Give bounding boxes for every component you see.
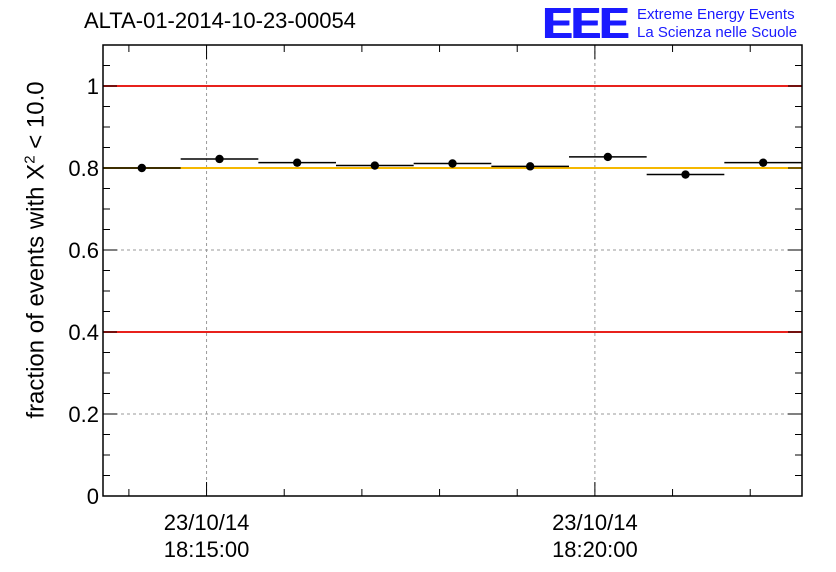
x-tick-time-label: 18:15:00 [164,537,250,562]
x-tick-time-label: 18:20:00 [552,537,638,562]
y-axis-label-main: fraction of events with X [22,163,50,419]
y-tick-label: 0.8 [68,156,99,181]
data-point [137,163,147,173]
data-point [603,152,613,162]
data-point [525,162,535,171]
logo-line-2: La Scienza nelle Scuole [637,24,798,41]
chart-title: ALTA-01-2014-10-23-00054 [84,8,356,33]
data-point [681,170,690,179]
data-point [758,158,768,167]
data-point [448,159,457,168]
y-tick-label: 0.4 [68,320,99,345]
data-point [370,161,380,170]
x-tick-date-label: 23/10/14 [552,510,638,535]
y-tick-label: 0.6 [68,238,99,263]
y-axis-label: fraction of events with X2 < 10.0 [22,81,51,418]
data-point [292,158,302,167]
y-axis-label-sup: 2 [21,155,39,164]
eee-logo: EEE [542,0,628,48]
y-tick-label: 0.2 [68,402,99,427]
data-point [215,154,224,164]
x-tick-date-label: 23/10/14 [164,510,250,535]
y-tick-label: 0 [87,484,99,509]
y-axis-label-tail: < 10.0 [22,81,50,156]
logo-line-1: Extreme Energy Events [637,6,795,23]
plot-frame [102,44,803,497]
y-tick-label: 1 [87,74,99,99]
